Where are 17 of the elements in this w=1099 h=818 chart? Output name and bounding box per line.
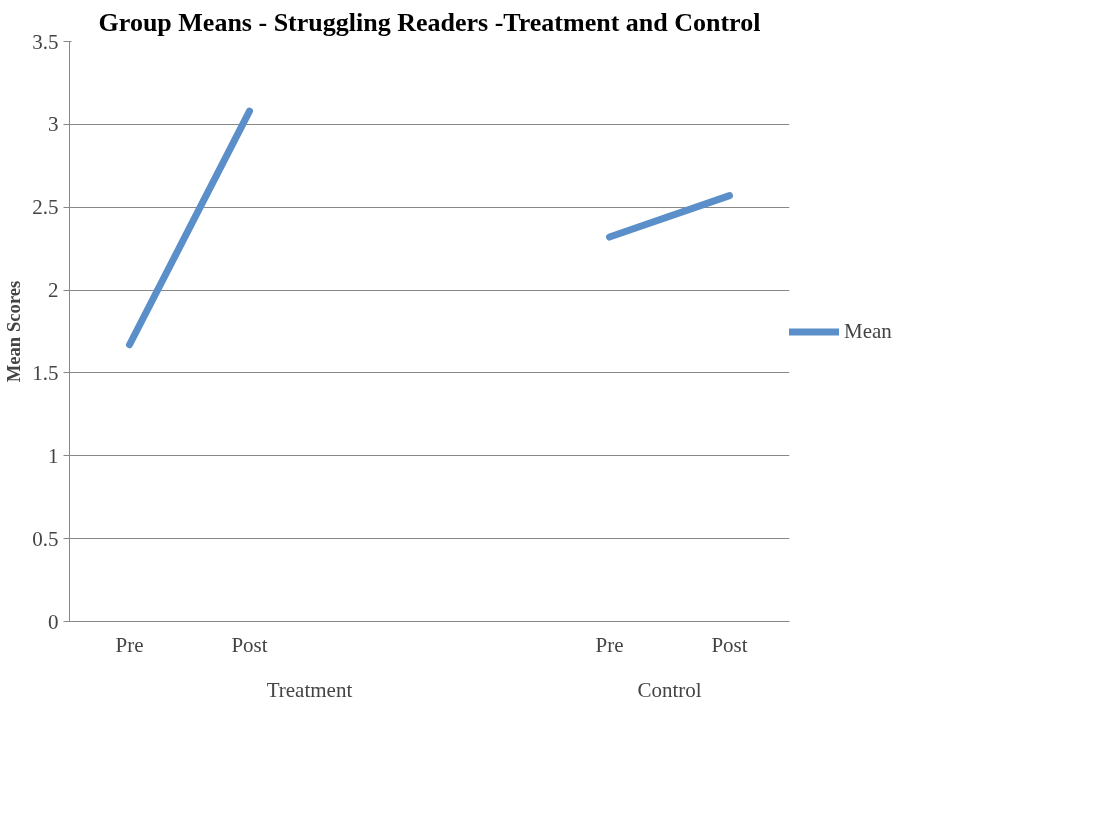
- x-tick-label: Pre: [595, 632, 624, 657]
- chart-title: Group Means - Struggling Readers -Treatment and Control: [98, 7, 761, 37]
- text: Treatment: [266, 677, 353, 702]
- text: Control: [637, 677, 702, 702]
- y-tick-label: 2: [48, 278, 59, 303]
- y-tick-label: 0.5: [32, 526, 59, 551]
- legend-label: Mean: [844, 318, 892, 344]
- y-tick-label: 3.5: [32, 29, 59, 54]
- y-tick-label: 1.5: [32, 360, 59, 385]
- y-tick-label: 3: [48, 112, 59, 137]
- y-tick-label: 2.5: [32, 195, 59, 220]
- x-tick-label: Pre: [115, 632, 144, 657]
- y-tick-label: 1: [48, 443, 59, 468]
- y-tick-label: 0: [48, 609, 59, 634]
- x-tick-label: Post: [711, 632, 748, 657]
- x-tick-label: Post: [231, 632, 268, 657]
- y-axis-title: Mean Scores: [3, 280, 25, 383]
